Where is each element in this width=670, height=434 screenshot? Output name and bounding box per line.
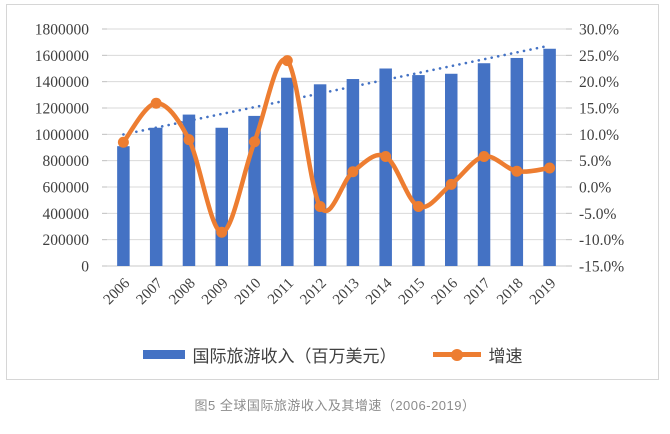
- legend-item-growth: 增速: [432, 342, 523, 367]
- bar-2009: [215, 127, 228, 266]
- x-axis-label: 2017: [461, 275, 494, 308]
- x-axis-label: 2012: [297, 276, 330, 309]
- line-marker-icon: [450, 348, 463, 361]
- legend-label-growth: 增速: [488, 347, 523, 366]
- marker-2018: [511, 165, 523, 177]
- x-axis-label: 2009: [199, 276, 232, 309]
- right-axis-tick-label: 20.0%: [579, 74, 619, 91]
- bar-series-swatch-icon: [142, 350, 185, 359]
- right-axis-tick-label: -15.0%: [579, 259, 624, 276]
- x-axis-label: 2019: [527, 276, 560, 309]
- left-axis-tick-label: 400000: [43, 206, 90, 223]
- legend-item-revenue: 国际旅游收入（百万美元）: [142, 342, 397, 367]
- right-axis-tick-label: 15.0%: [579, 101, 619, 118]
- bar-2007: [149, 127, 163, 266]
- left-axis-tick-label: 1200000: [35, 101, 90, 118]
- x-axis-label: 2008: [166, 276, 199, 309]
- trendline: [122, 44, 551, 136]
- left-axis-tick-label: 1000000: [35, 127, 90, 144]
- marker-2014: [380, 150, 392, 162]
- marker-2019: [544, 162, 556, 174]
- bar-2011: [281, 77, 294, 266]
- x-axis-label: 2010: [232, 276, 265, 309]
- line-series-swatch-icon: [432, 348, 481, 361]
- left-axis-tick-label: 0: [81, 259, 89, 276]
- x-axis-label: 2018: [494, 276, 527, 309]
- marker-2017: [478, 150, 490, 162]
- x-axis-label: 2013: [330, 276, 363, 309]
- legend-label-revenue: 国际旅游收入（百万美元）: [192, 347, 397, 366]
- marker-2013: [347, 166, 359, 178]
- right-axis-tick-label: 25.0%: [579, 48, 619, 65]
- chart-canvas: 1800000 30.0% 1600000 25.0% 1400000 20.0% 1200…: [35, 22, 625, 309]
- right-axis-tick-label: 0.0%: [579, 180, 611, 197]
- bar-2019: [543, 48, 556, 266]
- x-axis-label: 2014: [363, 275, 396, 308]
- marker-2012: [314, 200, 326, 212]
- right-axis-tick-label: -10.0%: [579, 232, 624, 249]
- left-axis-tick-label: 800000: [43, 153, 90, 170]
- bar-2016: [445, 73, 458, 267]
- marker-2011: [281, 55, 293, 67]
- marker-2006: [117, 136, 129, 148]
- right-axis-tick-label: 5.0%: [579, 153, 611, 170]
- x-axis-label: 2011: [265, 276, 297, 308]
- marker-2008: [183, 134, 195, 146]
- right-axis-tick-label: 10.0%: [579, 127, 619, 144]
- chart-legend: 国际旅游收入（百万美元） 增速: [7, 342, 658, 367]
- bar-2018: [510, 57, 524, 266]
- left-axis-tick-label: 1600000: [35, 48, 90, 65]
- bar-2012: [313, 84, 327, 266]
- left-axis-tick-label: 200000: [43, 232, 90, 249]
- bar-2017: [477, 63, 491, 266]
- bar-2015: [412, 75, 425, 266]
- figure-caption: 图5 全球国际旅游收入及其增速（2006-2019）: [194, 398, 476, 413]
- marker-2016: [445, 178, 457, 190]
- chart-figure: 1800000 30.0% 1600000 25.0% 1400000 20.0% 1200…: [6, 4, 659, 380]
- x-axis-label: 2015: [396, 276, 429, 309]
- right-axis-tick-label: -5.0%: [579, 206, 617, 223]
- bar-2014: [379, 68, 392, 266]
- x-axis-label: 2006: [101, 275, 134, 308]
- left-axis-tick-label: 1400000: [35, 74, 90, 91]
- bar-2006: [117, 146, 130, 266]
- x-axis-label: 2007: [133, 275, 166, 308]
- left-axis-tick-label: 600000: [43, 180, 90, 197]
- marker-2015: [412, 200, 424, 212]
- right-axis-tick-label: 30.0%: [579, 22, 619, 39]
- marker-2010: [249, 136, 261, 148]
- left-axis-tick-label: 1800000: [35, 22, 90, 39]
- marker-2009: [216, 226, 228, 238]
- marker-2007: [150, 97, 162, 109]
- x-axis-label: 2016: [429, 275, 462, 308]
